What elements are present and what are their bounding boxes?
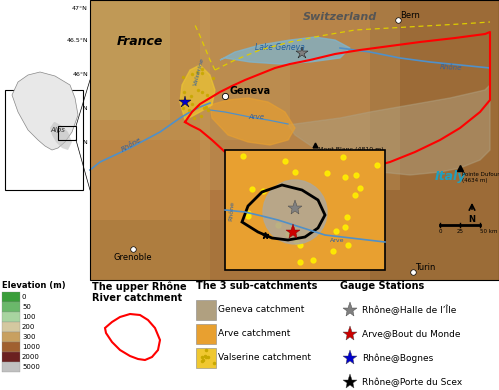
Bar bbox=[2, 302, 20, 312]
Bar bbox=[196, 300, 216, 320]
Text: Mont Blanc (4810 m): Mont Blanc (4810 m) bbox=[318, 147, 384, 152]
Polygon shape bbox=[210, 98, 295, 145]
Text: Valserine: Valserine bbox=[193, 57, 205, 86]
Polygon shape bbox=[12, 72, 78, 150]
Text: The 3 sub-catchments: The 3 sub-catchments bbox=[196, 281, 317, 291]
Bar bbox=[370, 0, 499, 280]
Text: Elevation (m): Elevation (m) bbox=[2, 281, 66, 290]
Bar bbox=[58, 126, 76, 140]
Polygon shape bbox=[180, 65, 215, 120]
Text: Grenoble: Grenoble bbox=[114, 253, 152, 262]
Text: 100: 100 bbox=[22, 314, 35, 320]
Text: Rhône: Rhône bbox=[120, 136, 142, 153]
Bar bbox=[90, 0, 170, 120]
Text: 46.5°N: 46.5°N bbox=[66, 37, 88, 43]
Bar bbox=[90, 220, 499, 280]
Text: 0: 0 bbox=[22, 294, 26, 300]
Text: 46°N: 46°N bbox=[72, 71, 88, 76]
Bar bbox=[90, 0, 290, 140]
Text: 0: 0 bbox=[438, 229, 442, 234]
Text: 50 km: 50 km bbox=[480, 229, 498, 234]
Bar bbox=[2, 312, 20, 322]
Text: Rhône@Halle de l’Île: Rhône@Halle de l’Île bbox=[362, 305, 457, 315]
Bar bbox=[225, 150, 385, 270]
Text: 1000: 1000 bbox=[22, 344, 40, 350]
Text: 45°N: 45°N bbox=[72, 140, 88, 145]
Text: Geneva: Geneva bbox=[230, 86, 271, 96]
Text: 50: 50 bbox=[22, 304, 31, 310]
Bar bbox=[196, 348, 216, 368]
Text: Pointe Dufour
(4634 m): Pointe Dufour (4634 m) bbox=[462, 172, 499, 183]
Text: Rhône@Bognes: Rhône@Bognes bbox=[362, 353, 433, 363]
Text: 300: 300 bbox=[22, 334, 35, 340]
Text: 45.5°N: 45.5°N bbox=[66, 106, 88, 110]
Text: Turin: Turin bbox=[415, 263, 435, 272]
Text: 200: 200 bbox=[22, 324, 35, 330]
Bar bbox=[5, 90, 83, 190]
Text: 2000: 2000 bbox=[22, 354, 40, 360]
Bar bbox=[90, 0, 499, 280]
Text: Arve: Arve bbox=[248, 114, 264, 120]
Bar bbox=[2, 292, 20, 302]
Bar bbox=[90, 0, 210, 280]
Text: 5000: 5000 bbox=[22, 364, 40, 370]
Text: Gauge Stations: Gauge Stations bbox=[340, 281, 424, 291]
Bar bbox=[2, 342, 20, 352]
Bar bbox=[2, 362, 20, 372]
Text: Valserine catchment: Valserine catchment bbox=[218, 353, 311, 362]
Text: Rhône@Porte du Scex: Rhône@Porte du Scex bbox=[362, 377, 462, 387]
Polygon shape bbox=[220, 37, 350, 64]
Text: Lake Geneva: Lake Geneva bbox=[255, 44, 305, 53]
Bar bbox=[200, 0, 400, 190]
Bar bbox=[2, 332, 20, 342]
Text: 47°N: 47°N bbox=[72, 5, 88, 11]
Text: Arve: Arve bbox=[330, 238, 344, 243]
Text: Alps: Alps bbox=[50, 127, 65, 133]
Text: The upper Rhône
River catchment: The upper Rhône River catchment bbox=[92, 281, 187, 303]
Text: Rhône: Rhône bbox=[440, 64, 463, 71]
Text: France: France bbox=[117, 35, 163, 48]
Text: Switzerland: Switzerland bbox=[303, 12, 377, 22]
Polygon shape bbox=[50, 122, 72, 150]
Bar bbox=[196, 324, 216, 344]
Text: Italy: Italy bbox=[434, 170, 466, 183]
Text: Rhône: Rhône bbox=[228, 200, 235, 221]
Bar bbox=[2, 352, 20, 362]
Text: Arve@Bout du Monde: Arve@Bout du Monde bbox=[362, 330, 461, 339]
Circle shape bbox=[263, 180, 327, 244]
Text: 25: 25 bbox=[457, 229, 464, 234]
Text: Arve catchment: Arve catchment bbox=[218, 330, 290, 339]
Polygon shape bbox=[288, 85, 490, 175]
Bar bbox=[2, 322, 20, 332]
Text: Bern: Bern bbox=[400, 11, 420, 20]
Text: Geneva catchment: Geneva catchment bbox=[218, 305, 304, 314]
Text: N: N bbox=[469, 215, 476, 224]
Bar bbox=[90, 0, 499, 280]
